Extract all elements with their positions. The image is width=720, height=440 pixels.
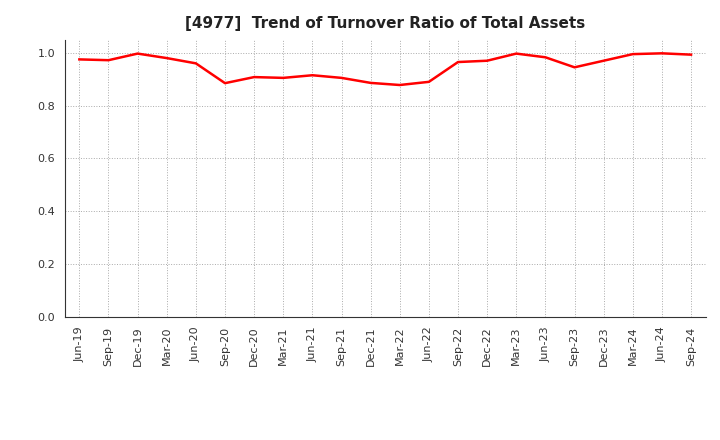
Title: [4977]  Trend of Turnover Ratio of Total Assets: [4977] Trend of Turnover Ratio of Total … (185, 16, 585, 32)
